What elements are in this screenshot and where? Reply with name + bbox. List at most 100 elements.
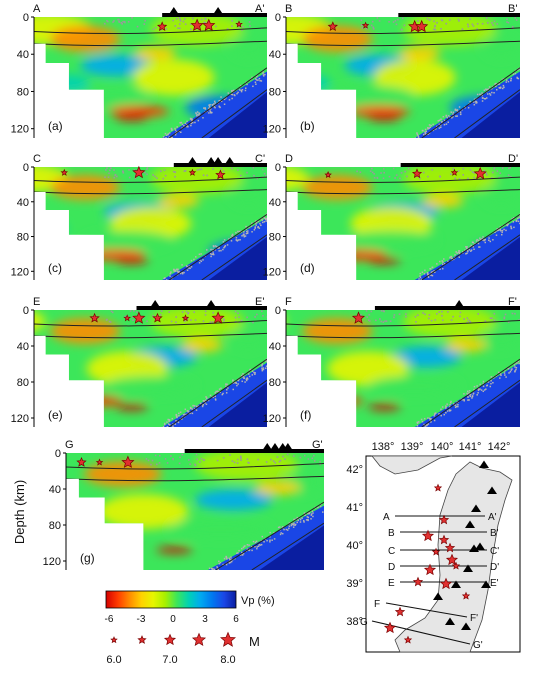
volcano-icon [451, 580, 461, 588]
magnitude-star [163, 633, 177, 646]
depth-tick: 120 [11, 413, 29, 425]
profile-end-label: C' [490, 546, 499, 557]
cross-section-panel-a: 0 40 80 120 A A' (a) [11, 3, 267, 138]
earthquake-star [431, 547, 441, 556]
volcano-icon [471, 504, 481, 512]
earthquake-star [324, 170, 332, 178]
colorbar-tick: -6 [105, 614, 114, 625]
volcano-icon [453, 300, 466, 309]
hokkaido-land [371, 455, 453, 475]
magnitude-label: M [249, 634, 260, 649]
earthquake-star [361, 21, 370, 29]
depth-tick: 40 [17, 197, 29, 209]
earthquake-star [95, 458, 104, 466]
depth-tick: 120 [263, 124, 281, 136]
profile-end-label: B' [490, 528, 499, 539]
earthquake-star [394, 606, 406, 617]
earthquake-star [211, 311, 225, 324]
profile-end-label: G' [312, 439, 323, 451]
cross-section-panel-g: 0 40 80 120 G G' (g) [43, 439, 324, 570]
magnitude-legend: M 6.0 7.0 8.0 [106, 631, 260, 666]
volcano-icon [487, 486, 497, 494]
earthquake-star [123, 314, 131, 322]
earthquake-star [152, 312, 163, 323]
panel-tag: (b) [300, 119, 315, 133]
colorbar-tick: 0 [170, 614, 176, 625]
profile-start-label: B [388, 528, 395, 539]
depth-tick: 120 [11, 266, 29, 278]
depth-tick: 120 [263, 413, 281, 425]
velocity-image [34, 17, 267, 138]
panel-tag: (g) [80, 551, 95, 565]
profile-start-label: C [33, 153, 41, 165]
profile-start-label: E [388, 578, 395, 589]
land-bar [136, 306, 267, 310]
profile-line [371, 620, 471, 645]
earthquake-star [89, 312, 100, 323]
volcano-icon [475, 542, 485, 550]
profile-start-label: D [388, 562, 395, 573]
lon-label: 140° [431, 441, 454, 453]
colorbar-ramp [105, 590, 237, 609]
depth-tick: 80 [269, 377, 281, 389]
profile-start-label: D [285, 153, 293, 165]
depth-tick: 40 [17, 341, 29, 353]
profile-start-label: F [285, 296, 292, 308]
earthquake-star [235, 20, 243, 28]
profile-end-label: E' [490, 578, 499, 589]
lon-label: 141° [459, 441, 482, 453]
panel-tag: (c) [48, 261, 62, 275]
profile-start-label: F [374, 599, 380, 610]
depth-tick: 40 [269, 49, 281, 61]
depth-tick: 80 [17, 232, 29, 244]
cross-section-panel-d: 0 40 80 120 D D' (d) [263, 153, 520, 280]
earthquake-star [383, 621, 397, 634]
profile-end-label: D' [508, 153, 518, 165]
lon-label: 142° [488, 441, 511, 453]
colorbar-tick: -3 [137, 614, 146, 625]
lon-label: 138° [372, 441, 395, 453]
panel-tag: (e) [48, 408, 63, 422]
land-bar [400, 163, 520, 167]
velocity-image [286, 17, 520, 138]
depth-tick: 0 [55, 448, 61, 460]
magnitude-tick: 8.0 [220, 654, 235, 666]
depth-tick: 40 [49, 484, 61, 496]
volcano-icon [461, 622, 471, 630]
location-map: A A' B B' C C' D D' E E' F F' G G' 138° 139° 140° 141… [346, 441, 521, 653]
profile-end-label: D' [490, 562, 499, 573]
profile-end-label: A' [255, 3, 264, 15]
depth-tick: 0 [23, 305, 29, 317]
profile-line [385, 602, 468, 618]
depth-tick: 120 [43, 556, 61, 568]
depth-axis-label: Depth (km) [12, 480, 27, 544]
lat-label: 41° [346, 502, 363, 514]
profile-start-label: E [33, 296, 40, 308]
magnitude-star [191, 632, 207, 647]
profile-end-label: E' [255, 296, 264, 308]
volcano-icon [205, 300, 218, 309]
earthquake-star [421, 529, 435, 542]
earthquake-star [351, 311, 366, 324]
depth-tick: 80 [17, 377, 29, 389]
lat-label: 39° [346, 578, 363, 590]
lon-label: 139° [401, 441, 424, 453]
vp-colorbar: Vp (%) -6 -3 0 3 6 [105, 590, 275, 625]
earthquake-star [215, 169, 226, 180]
volcano-icon [268, 443, 281, 452]
depth-tick: 40 [269, 197, 281, 209]
earthquake-star [423, 563, 437, 576]
profile-start-label: G [65, 439, 74, 451]
depth-tick: 80 [17, 86, 29, 98]
honshu-land [394, 461, 513, 653]
velocity-image [66, 453, 324, 570]
earthquake-star [132, 165, 146, 179]
earthquake-star [444, 542, 456, 553]
magnitude-star [110, 636, 118, 644]
velocity-image [34, 167, 267, 280]
profile-end-label: B' [508, 3, 517, 15]
earthquake-star [451, 561, 461, 570]
depth-tick: 120 [263, 266, 281, 278]
earthquake-star [327, 21, 338, 32]
